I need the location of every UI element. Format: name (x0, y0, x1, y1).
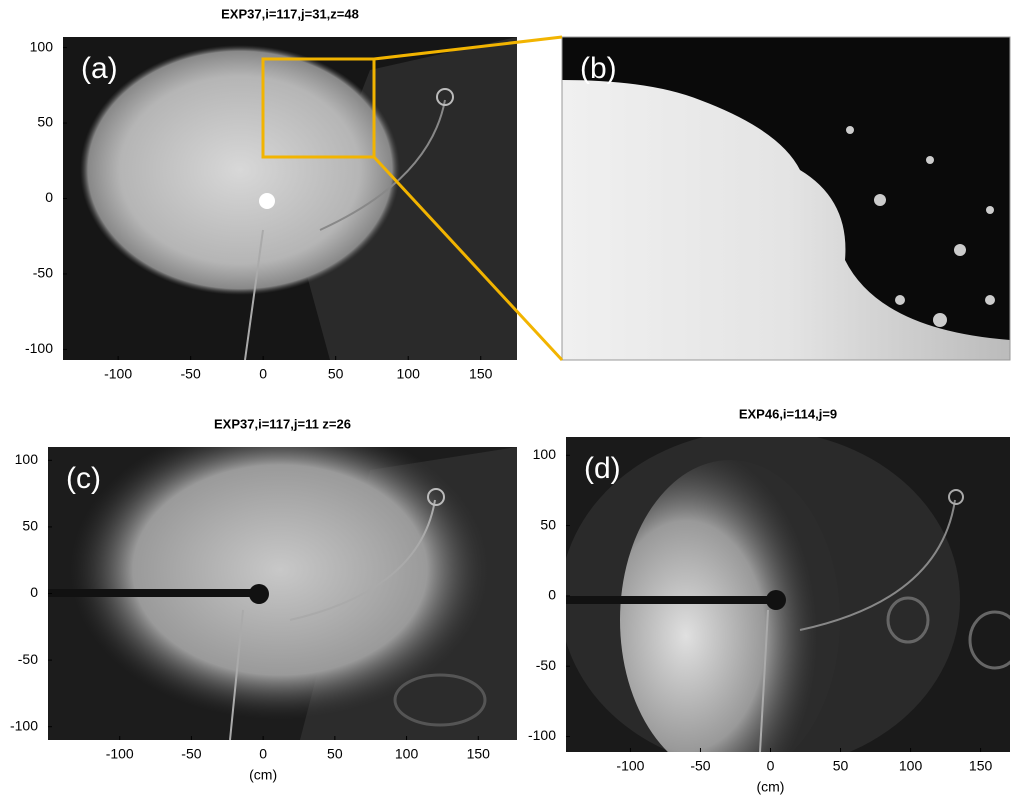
x-tick-label: 100 (395, 746, 419, 762)
y-tick-label: -100 (25, 340, 53, 356)
panel-label: (d) (584, 452, 621, 485)
y-tick-label: 100 (15, 451, 39, 467)
y-tick-label: 0 (548, 587, 556, 603)
y-tick-label: -100 (10, 717, 38, 733)
figure: (a) EXP37,i=117,j=31,z=48 -100 -50 0 50 100 150… (0, 0, 1021, 798)
image-d (560, 430, 1020, 780)
x-tick-label: -100 (616, 758, 644, 774)
x-tick-label: 50 (833, 758, 849, 774)
panel-label: (c) (66, 462, 101, 495)
y-tick-label: 0 (45, 189, 53, 205)
y-tick-label: -50 (33, 265, 53, 281)
y-tick-label: -100 (528, 727, 556, 743)
x-tick-label: 0 (259, 366, 267, 382)
x-tick-label: -100 (106, 746, 134, 762)
panel-label: (a) (81, 52, 118, 85)
x-tick-label: -50 (690, 758, 710, 774)
y-tick-label: -50 (18, 651, 38, 667)
image-b (562, 37, 1010, 360)
x-tick-label: 150 (467, 746, 491, 762)
x-tick-label: -100 (104, 366, 132, 382)
y-tick-label: 100 (30, 38, 54, 54)
x-tick-label: -50 (181, 366, 201, 382)
y-tick-label: -50 (536, 657, 556, 673)
x-tick-label: 50 (328, 366, 344, 382)
y-tick-label: 100 (533, 446, 557, 462)
x-tick-label: 150 (969, 758, 993, 774)
y-tick-label: 50 (37, 114, 53, 130)
x-tick-label: 50 (327, 746, 343, 762)
x-axis-label: (cm) (756, 779, 784, 795)
panel-title: EXP37,i=117,j=11 z=26 (214, 416, 351, 431)
panel-title: EXP37,i=117,j=31,z=48 (221, 6, 359, 21)
x-axis-label: (cm) (249, 767, 277, 783)
panel-title: EXP46,i=114,j=9 (739, 406, 837, 421)
x-tick-label: 100 (397, 366, 421, 382)
x-tick-label: -50 (181, 746, 201, 762)
y-tick-label: 50 (540, 516, 556, 532)
y-tick-label: 50 (22, 518, 38, 534)
x-tick-label: 100 (899, 758, 923, 774)
x-tick-label: 0 (767, 758, 775, 774)
image-a (63, 37, 517, 360)
y-tick-label: 0 (30, 584, 38, 600)
x-tick-label: 0 (259, 746, 267, 762)
panel-label: (b) (580, 52, 617, 85)
x-tick-label: 150 (469, 366, 493, 382)
image-c (48, 420, 517, 740)
